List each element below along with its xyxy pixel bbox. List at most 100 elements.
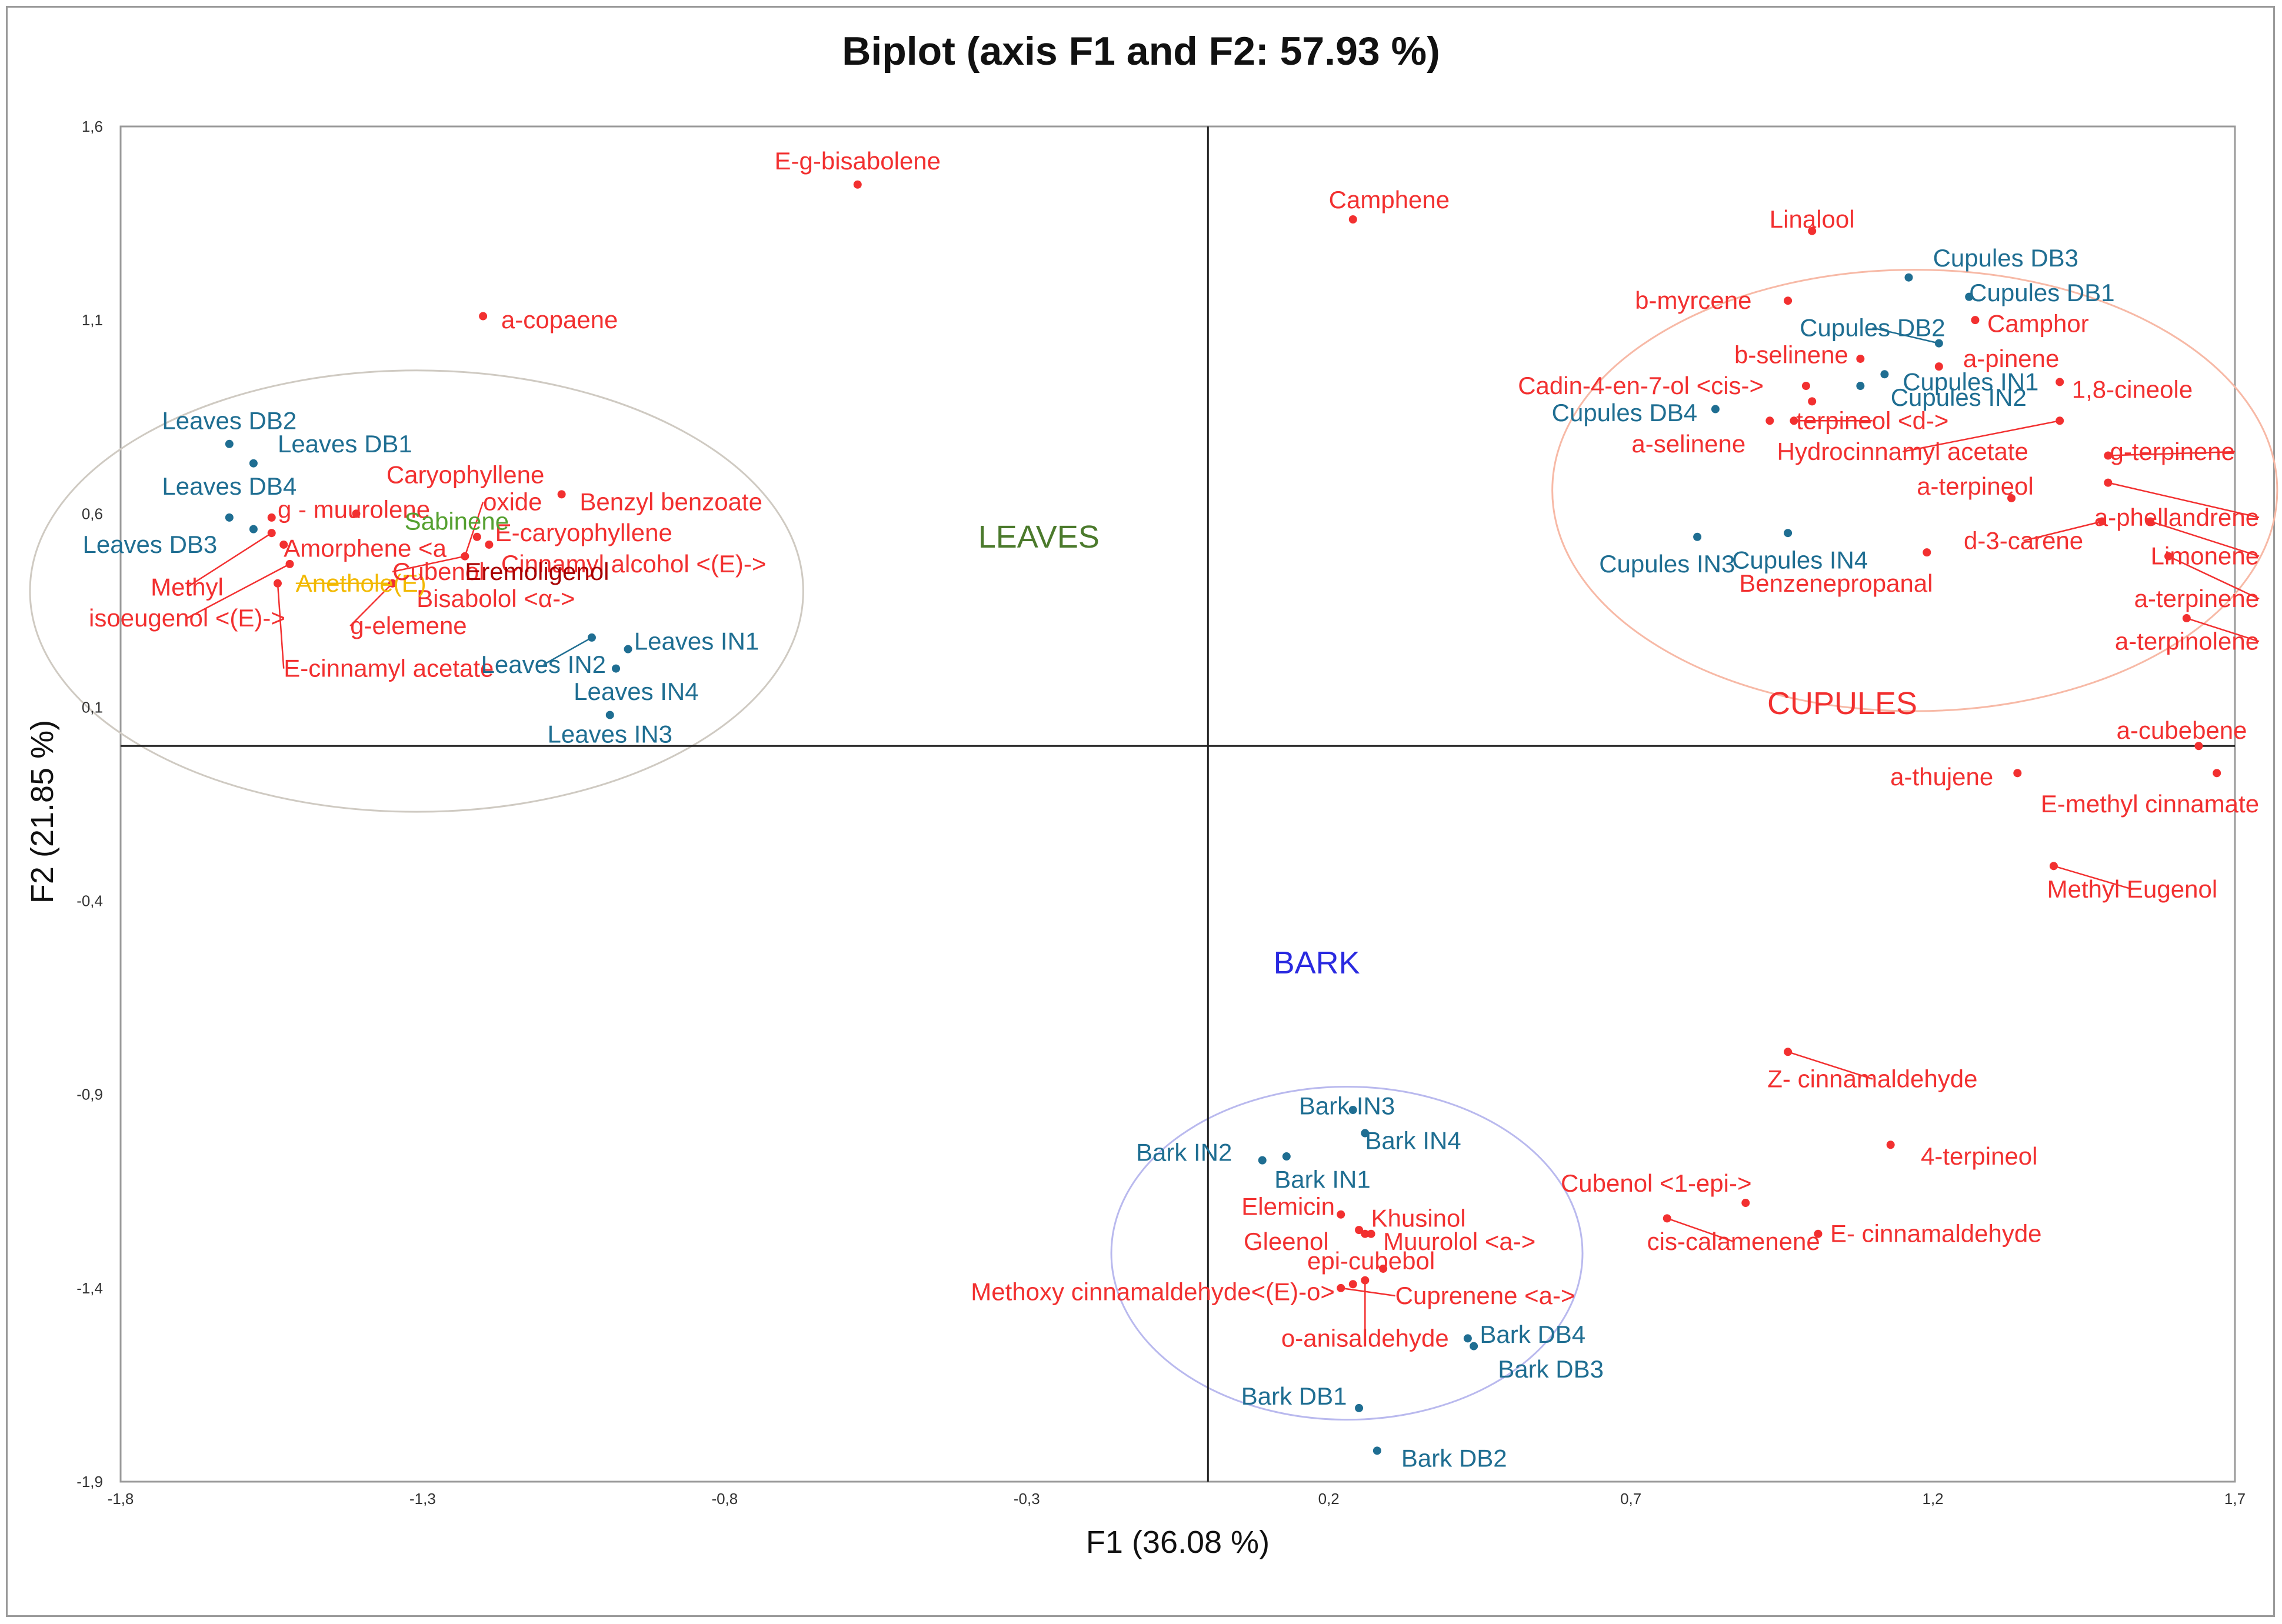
variable-label-gleenol: Gleenol — [1244, 1228, 1329, 1255]
observation-point-leaves-db4 — [225, 513, 234, 522]
y-tick-label: 0,1 — [82, 698, 103, 716]
x-tick-label: -1,8 — [108, 1490, 134, 1508]
variable-point-e-g-bisabolene — [853, 180, 862, 189]
variable-label-a-phellandrene: a-phellandrene — [2094, 503, 2259, 531]
observation-label-leaves-db1: Leaves DB1 — [278, 430, 412, 458]
observation-label-cupules-db2: Cupules DB2 — [1800, 314, 1945, 341]
variable-point-gleenol — [1361, 1229, 1370, 1238]
variable-point-cis-calamenene — [1663, 1214, 1671, 1223]
variable-leader-line — [2150, 521, 2260, 557]
variable-label-terpineol-d: terpineol <d-> — [1796, 406, 1948, 434]
variable-label-linalool: Linalool — [1770, 205, 1855, 233]
observation-label-bark-db3: Bark DB3 — [1498, 1355, 1604, 1383]
chart-frame — [6, 6, 2275, 1617]
variable-point-methoxy-cinnamaldehyde-e-o — [1348, 1280, 1357, 1289]
variable-label-methyl-eugenol: Methyl Eugenol — [2047, 875, 2218, 903]
variable-label-a-pinene: a-pinene — [1963, 345, 2059, 372]
variable-label-methyl: Methyl — [151, 573, 224, 601]
variable-label-hydrocinnamyl-acetate: Hydrocinnamyl acetate — [1777, 438, 2028, 465]
variable-label-a-terpinolene: a-terpinolene — [2115, 628, 2259, 655]
observation-label-cupules-in3: Cupules IN3 — [1599, 550, 1735, 578]
x-tick-label: 0,2 — [1318, 1490, 1340, 1508]
variable-label-a-terpineol: a-terpineol — [1917, 472, 2033, 500]
observation-point-leaves-db3 — [249, 525, 258, 533]
variable-point-benzyl-benzoate — [557, 490, 566, 499]
variable-label-a-selinene: a-selinene — [1631, 430, 1745, 458]
variable-point-khusinol — [1355, 1226, 1364, 1235]
observation-point-cupules-db3 — [1904, 273, 1913, 282]
observation-label-leaves-in4: Leaves IN4 — [574, 678, 698, 705]
variable-point-epi-cubebol — [1379, 1264, 1388, 1273]
axes — [121, 126, 2235, 1482]
variable-label-cinnamyl-alcohol-e: Cinnamyl alcohol <(E)-> — [501, 550, 767, 578]
variable-point — [1808, 397, 1817, 406]
variable-label-cubenol: Cubenol — [392, 558, 484, 585]
variable-point-linalool — [1808, 226, 1817, 235]
observation-label-bark-in4: Bark IN4 — [1365, 1127, 1461, 1155]
variable-leader-line — [276, 583, 285, 669]
variable-label-benzyl-benzoate: Benzyl benzoate — [579, 488, 762, 516]
observation-point-leaves-in2 — [587, 633, 596, 642]
variable-point-a-terpinene — [2164, 552, 2173, 561]
y-tick-label: 1,6 — [82, 118, 103, 135]
variable-label-bisabolol: Bisabolol <α-> — [417, 585, 575, 612]
variable-leader-line — [1667, 1218, 1734, 1243]
observation-label-cupules-db4: Cupules DB4 — [1552, 399, 1697, 426]
group-label-leaves: LEAVES — [978, 519, 1100, 555]
observation-label-bark-in2: Bark IN2 — [1136, 1138, 1232, 1166]
variable-point-z-cinnamaldehyde — [1784, 1048, 1793, 1056]
variable-point-e-caryophyllene — [472, 532, 481, 541]
observation-point-bark-db1 — [1355, 1403, 1364, 1412]
variable-point-a-thujene — [2013, 769, 2022, 778]
variable-point-a-cubebene — [2194, 742, 2203, 751]
x-axis-label: F1 (36.08 %) — [1086, 1525, 1270, 1560]
group-ellipses — [29, 269, 2278, 1421]
variable-label-a-thujene: a-thujene — [1890, 763, 1993, 791]
variable-label-methoxy-cinnamaldehyde-e-o: Methoxy cinnamaldehyde<(E)-o> — [971, 1278, 1335, 1305]
leaves-ellipse — [29, 369, 804, 813]
tick-labels: -1,8 -1,3 -0,8 -0,3 0,2 0,7 1,2 1,7 1,6 1,1 0,6 0,1… — [76, 118, 2246, 1508]
variable-label-eremoligenol: Eremoligenol — [465, 558, 609, 585]
variable-leader-line — [464, 502, 484, 557]
observation-label-bark-in1: Bark IN1 — [1274, 1166, 1370, 1193]
variable-label-b-selinene: b-selinene — [1734, 341, 1848, 368]
observation-point-leaves-db1 — [249, 459, 258, 468]
variable-point-a-selinene — [1765, 416, 1774, 425]
observation-point-leaves-db2 — [225, 439, 234, 448]
observation-point-bark-db2 — [1372, 1446, 1381, 1455]
variable-point-a-pinene — [1934, 362, 1943, 371]
variable-label-isoeugenol-e: isoeugenol <(E)-> — [89, 604, 285, 632]
variable-label-a-cubebene: a-cubebene — [2117, 716, 2247, 744]
variable-point-1-8-cineole — [2056, 378, 2064, 386]
variable-leader-line — [1341, 1287, 1395, 1297]
observation-leader-line — [543, 636, 592, 666]
variable-label-oxide: oxide — [483, 488, 542, 516]
variable-label-anethole-e: Anethole(E) — [296, 569, 427, 597]
variable-point-oxide — [461, 552, 469, 561]
observation-point-leaves-in4 — [612, 664, 621, 673]
variable-point-e-cinnamyl-acetate — [273, 579, 282, 588]
variable-label-e-caryophyllene: E-caryophyllene — [495, 519, 672, 546]
variable-label-g-terpinene: g-terpinene — [2110, 438, 2235, 465]
x-tick-label: -0,8 — [711, 1490, 738, 1508]
variable-label-1-8-cineole: 1,8-cineole — [2072, 376, 2193, 404]
variable-label-4-terpineol: 4-terpineol — [1921, 1142, 2037, 1170]
observation-point-cupules-db1 — [1965, 292, 1974, 301]
observation-point-bark-in3 — [1348, 1106, 1357, 1115]
variable-leader-line — [2168, 555, 2260, 600]
cupules-ellipse — [1551, 269, 2278, 712]
variable-leader-line — [392, 555, 465, 573]
y-tick-label: -0,4 — [76, 892, 103, 910]
variable-point-amorphene-a — [279, 540, 288, 549]
variable-leader-line — [2108, 482, 2260, 519]
variable-leader-line — [2053, 865, 2133, 891]
variable-point-a-terpinolene — [2182, 614, 2191, 623]
variable-label-amorphene-a: Amorphene <a — [284, 535, 447, 562]
variable-point-g-terpinene — [2104, 451, 2113, 460]
y-tick-label: 1,1 — [82, 311, 103, 329]
variable-point-a-copaene — [479, 312, 488, 321]
variable-point-4-terpineol — [1886, 1141, 1895, 1149]
variable-label-sabinene: Sabinene — [405, 507, 509, 535]
observation-point-leaves-in1 — [624, 645, 632, 653]
